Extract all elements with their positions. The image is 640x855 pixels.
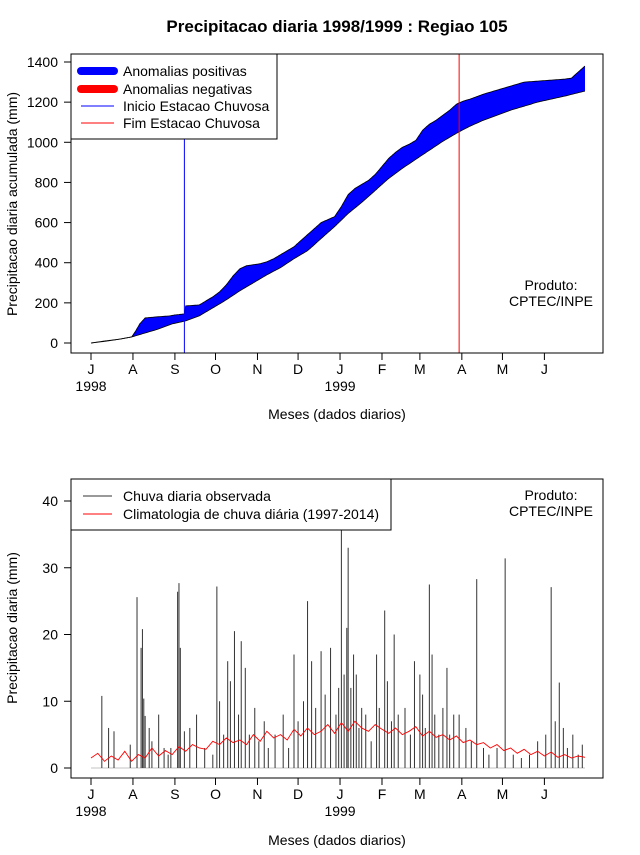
cumulative-y-axis-label: Precipitacao diaria acumulada (mm) xyxy=(4,92,20,316)
daily-product-source: CPTEC/INPE xyxy=(509,503,593,519)
cumulative-month-label-4: N xyxy=(252,361,262,377)
cumulative-y-tick-label-7: 1400 xyxy=(27,54,58,70)
daily-month-label-4: N xyxy=(252,786,262,802)
cumulative-month-label-0: J xyxy=(88,361,95,377)
cumulative-y-tick-label-5: 1000 xyxy=(27,134,58,150)
cumulative-plot-frame xyxy=(70,53,604,354)
legend-label-anomalias-positivas: Anomalias positivas xyxy=(123,63,247,79)
daily-month-label-9: A xyxy=(457,786,467,802)
daily-y-tick-label-0: 0 xyxy=(50,760,58,776)
cumulative-legend: Anomalias positivas Anomalias negativas … xyxy=(70,53,278,140)
cumulative-product-source: CPTEC/INPE xyxy=(509,293,593,309)
daily-product-label: Produto: xyxy=(525,487,578,503)
daily-year-label-1: 1999 xyxy=(324,803,355,819)
daily-month-label-11: J xyxy=(541,786,548,802)
cumulative-month-label-5: D xyxy=(293,361,303,377)
cumulative-month-label-3: O xyxy=(210,361,221,377)
cumulative-month-label-1: A xyxy=(128,361,138,377)
cumulative-y-tick-label-6: 1200 xyxy=(27,94,58,110)
daily-month-label-8: M xyxy=(414,786,426,802)
cumulative-month-label-7: F xyxy=(378,361,387,377)
climatology-cumulative-line xyxy=(90,90,586,344)
daily-month-label-1: A xyxy=(128,786,138,802)
daily-y-tick-label-4: 40 xyxy=(42,493,58,509)
daily-month-label-6: J xyxy=(337,786,344,802)
legend-label-fim-estacao: Fim Estacao Chuvosa xyxy=(123,115,260,131)
cumulative-year-label-0: 1998 xyxy=(75,378,106,394)
daily-month-label-3: O xyxy=(210,786,221,802)
cumulative-y-tick-label-0: 0 xyxy=(50,335,58,351)
positive-anomaly-area-1 xyxy=(131,66,585,337)
cumulative-month-label-9: A xyxy=(457,361,467,377)
cumulative-month-label-11: J xyxy=(541,361,548,377)
daily-month-label-5: D xyxy=(293,786,303,802)
cumulative-y-tick-label-4: 800 xyxy=(35,174,59,190)
cumulative-x-axis-label: Meses (dados diarios) xyxy=(268,406,406,422)
cumulative-year-label-1: 1999 xyxy=(324,378,355,394)
legend-label-anomalias-negativas: Anomalias negativas xyxy=(123,81,252,97)
legend-label-chuva-observada: Chuva diaria observada xyxy=(123,488,271,504)
daily-month-label-10: M xyxy=(497,786,509,802)
daily-legend: Chuva diaria observada Climatologia de c… xyxy=(70,478,392,531)
cumulative-y-tick-label-2: 400 xyxy=(35,255,59,271)
daily-month-label-0: J xyxy=(88,786,95,802)
daily-legend-box xyxy=(70,478,392,531)
daily-x-axis-label: Meses (dados diarios) xyxy=(268,832,406,848)
legend-label-climatologia: Climatologia de chuva diária (1997-2014) xyxy=(123,506,379,522)
chart-title: Precipitacao diaria 1998/1999 : Regiao 1… xyxy=(166,17,507,36)
cumulative-month-label-2: S xyxy=(170,361,179,377)
daily-y-axis-label: Precipitacao diaria (mm) xyxy=(4,552,20,704)
daily-month-label-2: S xyxy=(170,786,179,802)
observed-cumulative-line xyxy=(90,65,586,344)
cumulative-month-label-10: M xyxy=(497,361,509,377)
daily-y-tick-label-1: 10 xyxy=(42,693,58,709)
daily-y-tick-label-3: 30 xyxy=(42,560,58,576)
cumulative-product-label: Produto: xyxy=(525,277,578,293)
daily-year-label-0: 1998 xyxy=(75,803,106,819)
cumulative-y-tick-label-1: 200 xyxy=(35,295,59,311)
cumulative-month-label-6: J xyxy=(337,361,344,377)
cumulative-y-tick-label-3: 600 xyxy=(35,215,59,231)
daily-month-label-7: F xyxy=(378,786,387,802)
cumulative-month-label-8: M xyxy=(414,361,426,377)
daily-y-tick-label-2: 20 xyxy=(42,627,58,643)
legend-label-inicio-estacao: Inicio Estacao Chuvosa xyxy=(123,98,270,114)
climatology-daily-line xyxy=(90,720,586,762)
